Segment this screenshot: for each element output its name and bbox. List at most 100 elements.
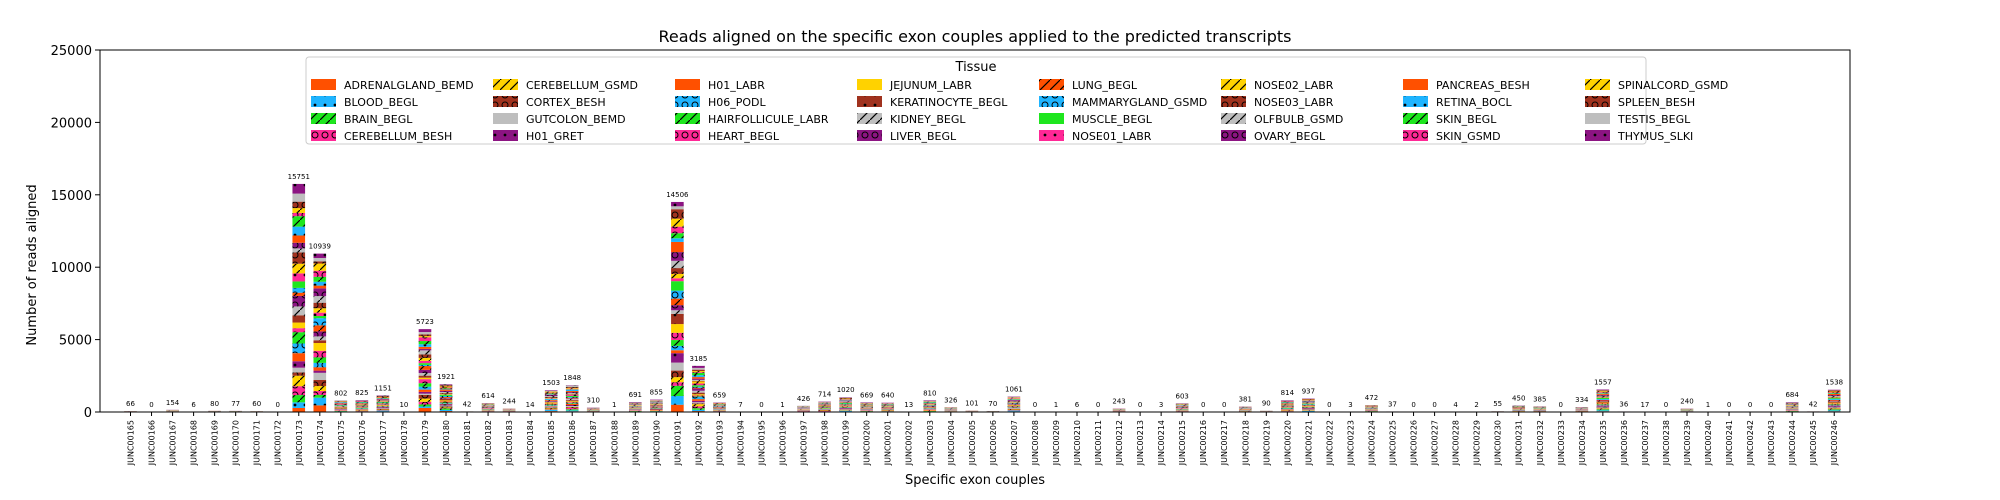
bar-segment <box>1827 395 1841 397</box>
x-tick-label: JUNC00176 <box>358 420 367 466</box>
bar-segment <box>313 391 327 395</box>
bar-segment <box>544 391 558 393</box>
bar-segment <box>818 410 831 411</box>
legend-swatch <box>675 113 700 124</box>
x-tick-label: JUNC00242 <box>1746 420 1755 466</box>
bar-segment <box>1302 406 1315 407</box>
x-tick-label: JUNC00223 <box>1346 420 1355 466</box>
bar-segment <box>692 379 705 381</box>
bar-segment <box>418 357 432 361</box>
bar-segment <box>671 345 684 351</box>
legend: Tissue ADRENALGLAND_BEMD BLOOD_BEGL BRAIN_B… <box>305 56 1728 145</box>
legend-item: KIDNEY_BEGL <box>857 113 966 126</box>
bar-segment <box>544 393 558 395</box>
bar-segment <box>418 375 432 378</box>
legend-label: NOSE01_LABR <box>1072 130 1152 143</box>
bar-total-label: 14 <box>526 401 535 409</box>
x-tick-label: JUNC00224 <box>1367 420 1376 466</box>
bar-stack <box>1785 402 1799 412</box>
x-tick-label: JUNC00165 <box>126 420 135 466</box>
x-tick-label: JUNC00166 <box>148 420 157 466</box>
bar-segment <box>292 322 306 329</box>
legend-swatch <box>493 79 518 90</box>
bar-stack <box>923 400 937 412</box>
bar-stack <box>439 384 453 412</box>
bar-segment <box>439 396 453 398</box>
bar-stack <box>313 253 327 412</box>
bar-total-label: 0 <box>1327 401 1331 409</box>
x-tick-label: JUNC00229 <box>1473 420 1482 466</box>
legend-item: HAIRFOLLICULE_LABR <box>675 113 829 126</box>
bar-segment <box>650 402 663 404</box>
legend-swatch <box>1403 113 1428 124</box>
legend-swatch <box>1585 130 1610 141</box>
bar-segment <box>839 405 852 407</box>
bar-segment <box>439 405 453 407</box>
bar-segment <box>923 409 937 411</box>
x-tick-label: JUNC00214 <box>1157 420 1166 466</box>
bar-segment <box>418 386 432 390</box>
bar-total-label: 310 <box>587 397 600 405</box>
bar-total-label: 691 <box>629 391 642 399</box>
bar-segment <box>650 405 663 406</box>
bar-segment <box>313 394 327 398</box>
bar-segment <box>292 332 306 344</box>
bar-segment <box>313 261 327 264</box>
bar-segment <box>839 401 852 402</box>
bar-segment <box>671 226 684 234</box>
bar-segment <box>313 285 327 289</box>
bar-stack <box>860 402 873 412</box>
bar-segment <box>292 367 306 373</box>
bar-stack <box>355 400 369 412</box>
bar-segment <box>292 395 306 403</box>
bar-segment <box>839 408 852 410</box>
bar-segment <box>1596 394 1610 396</box>
legend-item: JEJUNUM_LABR <box>857 79 972 92</box>
bar-total-label: 472 <box>1365 394 1378 402</box>
legend-label: HAIRFOLLICULE_LABR <box>708 113 829 126</box>
bar-segment <box>671 404 684 412</box>
bar-segment <box>565 398 579 401</box>
bar-segment <box>923 408 937 409</box>
x-tick-label: JUNC00174 <box>316 420 325 466</box>
bar-total-label: 326 <box>944 396 958 404</box>
bar-segment <box>439 399 453 401</box>
x-tick-label: JUNC00177 <box>379 420 388 466</box>
bar-stack <box>292 183 306 412</box>
bar-segment <box>1007 406 1021 408</box>
x-tick-label: JUNC00195 <box>758 420 767 466</box>
legend-item: H06_PODL <box>675 96 767 109</box>
bar-total-label: 10939 <box>309 243 331 251</box>
bar-segment <box>292 407 306 412</box>
bar-segment <box>439 386 453 388</box>
bar-stack <box>1512 405 1526 412</box>
bar-segment <box>1302 406 1315 408</box>
legend-item: H01_GRET <box>493 130 584 143</box>
bar-segment <box>313 296 327 303</box>
bar-segment <box>692 378 705 380</box>
x-tick-label: JUNC00215 <box>1178 420 1187 466</box>
x-tick-label: JUNC00171 <box>253 420 262 466</box>
bar-segment <box>439 400 453 402</box>
legend-swatch <box>493 130 518 141</box>
bar-stack <box>1575 407 1589 412</box>
bar-segment <box>313 350 327 358</box>
legend-label: OVARY_BEGL <box>1254 130 1326 143</box>
bar-segment <box>544 405 558 406</box>
bar-stack <box>418 329 432 412</box>
bar-segment <box>692 400 705 403</box>
bar-stack <box>544 390 558 412</box>
x-tick-label: JUNC00207 <box>1010 420 1019 466</box>
bar-segment <box>334 404 348 406</box>
bar-stack <box>334 400 348 412</box>
legend-item: BLOOD_BEGL <box>311 96 419 109</box>
bar-segment <box>355 405 369 407</box>
legend-swatch <box>1585 96 1610 107</box>
bar-total-label: 385 <box>1533 395 1546 403</box>
bar-segment <box>439 390 453 392</box>
bar-segment <box>544 400 558 401</box>
bar-total-label: 6 <box>191 401 196 409</box>
bar-segment <box>565 397 579 399</box>
bar-segment <box>418 360 432 364</box>
x-tick-label: JUNC00216 <box>1199 420 1208 466</box>
